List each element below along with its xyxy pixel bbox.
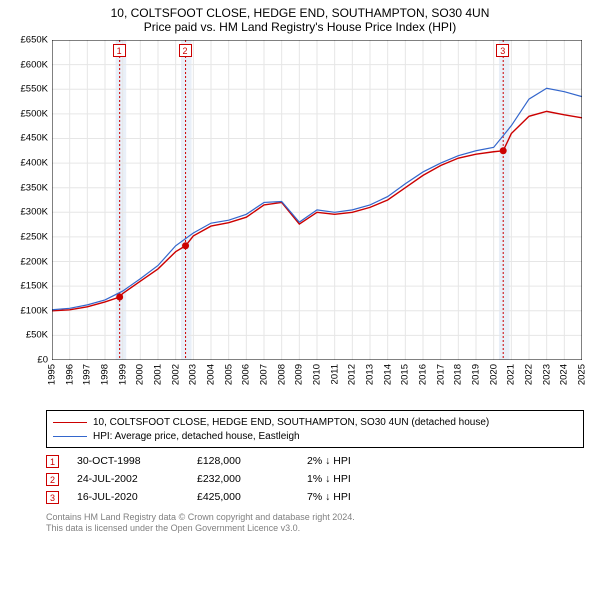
x-tick-label: 2020 — [488, 364, 499, 385]
event-id-box: 3 — [46, 491, 59, 504]
x-tick-label: 1998 — [100, 364, 111, 385]
chart-title-line2: Price paid vs. HM Land Registry's House … — [8, 20, 592, 34]
x-tick-label: 2005 — [223, 364, 234, 385]
event-id-box: 2 — [46, 473, 59, 486]
x-tick-label: 1995 — [47, 364, 58, 385]
x-tick-label: 2012 — [347, 364, 358, 385]
x-tick-label: 2009 — [294, 364, 305, 385]
x-tick-label: 2003 — [188, 364, 199, 385]
x-tick-label: 2022 — [524, 364, 535, 385]
y-tick-label: £600K — [21, 59, 48, 70]
x-tick-label: 1999 — [117, 364, 128, 385]
x-tick-label: 2017 — [435, 364, 446, 385]
event-row: 3 16-JUL-2020£425,0007% ↓ HPI — [46, 488, 584, 506]
x-tick-label: 2018 — [453, 364, 464, 385]
page: 10, COLTSFOOT CLOSE, HEDGE END, SOUTHAMP… — [0, 0, 600, 590]
event-price: £425,000 — [197, 491, 307, 503]
event-delta: 7% ↓ HPI — [307, 491, 427, 503]
y-tick-label: £150K — [21, 281, 48, 292]
footer: Contains HM Land Registry data © Crown c… — [46, 512, 584, 535]
y-tick-label: £250K — [21, 231, 48, 242]
x-tick-label: 2014 — [382, 364, 393, 385]
x-tick-label: 2015 — [400, 364, 411, 385]
chart: £0£50K£100K£150K£200K£250K£300K£350K£400… — [8, 36, 592, 406]
x-tick-label: 2021 — [506, 364, 517, 385]
y-axis-labels: £0£50K£100K£150K£200K£250K£300K£350K£400… — [8, 40, 50, 360]
legend-swatch — [53, 422, 87, 423]
x-tick-label: 2023 — [541, 364, 552, 385]
event-row: 1 30-OCT-1998£128,0002% ↓ HPI — [46, 452, 584, 470]
legend-label: HPI: Average price, detached house, East… — [93, 431, 300, 442]
x-axis-labels: 1995199619971998199920002001200220032004… — [52, 364, 582, 406]
footer-line1: Contains HM Land Registry data © Crown c… — [46, 512, 584, 523]
event-delta: 2% ↓ HPI — [307, 455, 427, 467]
event-price: £128,000 — [197, 455, 307, 467]
y-tick-label: £450K — [21, 133, 48, 144]
x-tick-label: 2006 — [241, 364, 252, 385]
event-date: 16-JUL-2020 — [77, 491, 197, 503]
x-tick-label: 2025 — [577, 364, 588, 385]
plot-area — [52, 40, 582, 360]
x-tick-label: 2000 — [135, 364, 146, 385]
event-flag: 3 — [496, 44, 509, 57]
event-flag: 2 — [179, 44, 192, 57]
y-tick-label: £650K — [21, 35, 48, 46]
x-tick-label: 2019 — [471, 364, 482, 385]
y-tick-label: £100K — [21, 305, 48, 316]
event-row: 2 24-JUL-2002£232,0001% ↓ HPI — [46, 470, 584, 488]
x-tick-label: 2001 — [153, 364, 164, 385]
chart-svg — [52, 40, 582, 360]
x-tick-label: 2013 — [365, 364, 376, 385]
y-tick-label: £300K — [21, 207, 48, 218]
x-tick-label: 2024 — [559, 364, 570, 385]
x-tick-label: 2008 — [276, 364, 287, 385]
y-tick-label: £550K — [21, 84, 48, 95]
y-tick-label: £400K — [21, 158, 48, 169]
y-tick-label: £50K — [26, 330, 48, 341]
chart-title: 10, COLTSFOOT CLOSE, HEDGE END, SOUTHAMP… — [8, 6, 592, 34]
x-tick-label: 2004 — [206, 364, 217, 385]
event-date: 24-JUL-2002 — [77, 473, 197, 485]
legend-swatch — [53, 436, 87, 437]
legend: 10, COLTSFOOT CLOSE, HEDGE END, SOUTHAMP… — [46, 410, 584, 448]
event-price: £232,000 — [197, 473, 307, 485]
legend-item: HPI: Average price, detached house, East… — [53, 429, 577, 443]
event-delta: 1% ↓ HPI — [307, 473, 427, 485]
legend-label: 10, COLTSFOOT CLOSE, HEDGE END, SOUTHAMP… — [93, 417, 489, 428]
x-tick-label: 2002 — [170, 364, 181, 385]
legend-item: 10, COLTSFOOT CLOSE, HEDGE END, SOUTHAMP… — [53, 415, 577, 429]
y-tick-label: £500K — [21, 108, 48, 119]
y-tick-label: £350K — [21, 182, 48, 193]
x-tick-label: 2011 — [329, 364, 340, 384]
y-tick-label: £200K — [21, 256, 48, 267]
x-tick-label: 2016 — [418, 364, 429, 385]
event-date: 30-OCT-1998 — [77, 455, 197, 467]
footer-line2: This data is licensed under the Open Gov… — [46, 523, 584, 534]
x-tick-label: 2010 — [312, 364, 323, 385]
x-tick-label: 1997 — [82, 364, 93, 385]
events-table: 1 30-OCT-1998£128,0002% ↓ HPI 2 24-JUL-2002… — [46, 452, 584, 506]
event-id-box: 1 — [46, 455, 59, 468]
event-flag: 1 — [113, 44, 126, 57]
chart-title-line1: 10, COLTSFOOT CLOSE, HEDGE END, SOUTHAMP… — [8, 6, 592, 20]
x-tick-label: 1996 — [64, 364, 75, 385]
x-tick-label: 2007 — [259, 364, 270, 385]
